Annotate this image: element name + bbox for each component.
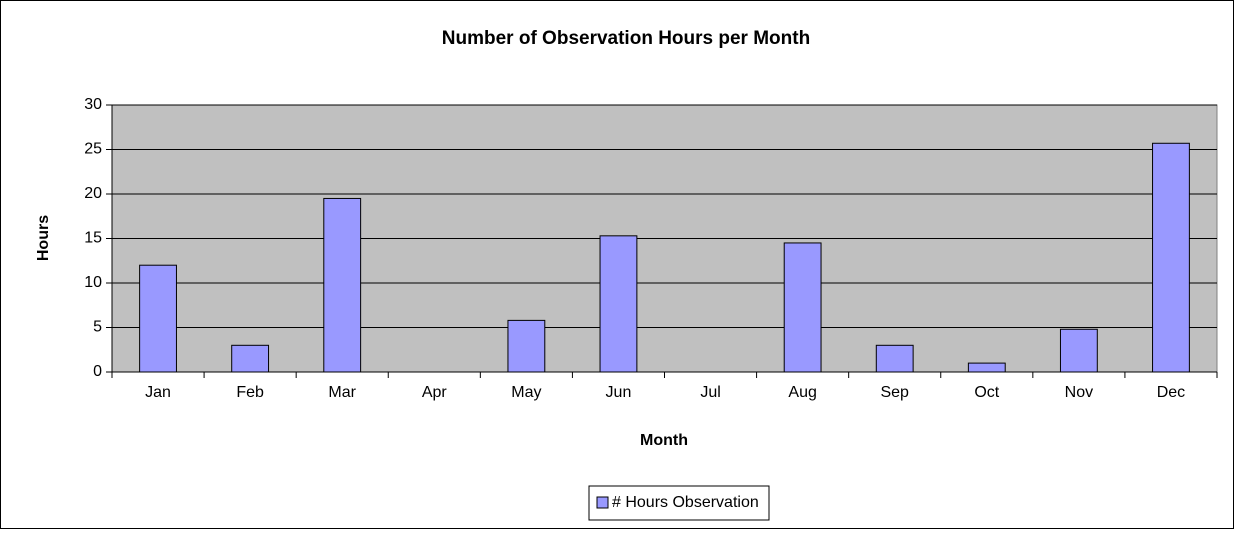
bar [967, 362, 1006, 373]
bar [875, 344, 914, 373]
x-tick-label: Aug [788, 384, 816, 401]
x-tick-label: Jun [606, 384, 632, 401]
x-tick-label: May [511, 384, 541, 401]
y-tick-label: 0 [93, 363, 102, 380]
bar [231, 344, 270, 373]
bar [783, 242, 822, 373]
bar [139, 264, 177, 373]
x-tick-label: Nov [1065, 384, 1093, 401]
x-tick-label: Oct [974, 384, 999, 401]
bar [599, 235, 638, 373]
legend-box [588, 485, 770, 521]
x-tick-label: Apr [422, 384, 448, 401]
y-tick-label: 10 [84, 274, 102, 291]
bar [323, 197, 362, 373]
legend-swatch [596, 496, 609, 509]
y-tick-label: 5 [93, 319, 102, 336]
y-tick-label: 20 [84, 185, 102, 202]
x-tick-label: Mar [328, 384, 356, 401]
x-tick-label: Jul [700, 384, 720, 401]
bar [507, 319, 546, 373]
y-tick-label: 25 [84, 141, 102, 158]
y-tick-label: 30 [84, 96, 102, 113]
bar [1152, 142, 1190, 373]
x-tick-label: Jan [145, 384, 171, 401]
x-tick-label: Feb [236, 384, 264, 401]
bar [1059, 328, 1098, 373]
x-tick-label: Sep [880, 384, 909, 401]
y-tick-label: 15 [84, 230, 102, 247]
x-axis-label: Month [640, 432, 688, 449]
x-tick-label: Dec [1157, 384, 1185, 401]
chart-title: Number of Observation Hours per Month [442, 28, 810, 49]
y-axis-label: Hours [35, 215, 52, 261]
legend-label: # Hours Observation [612, 494, 759, 511]
